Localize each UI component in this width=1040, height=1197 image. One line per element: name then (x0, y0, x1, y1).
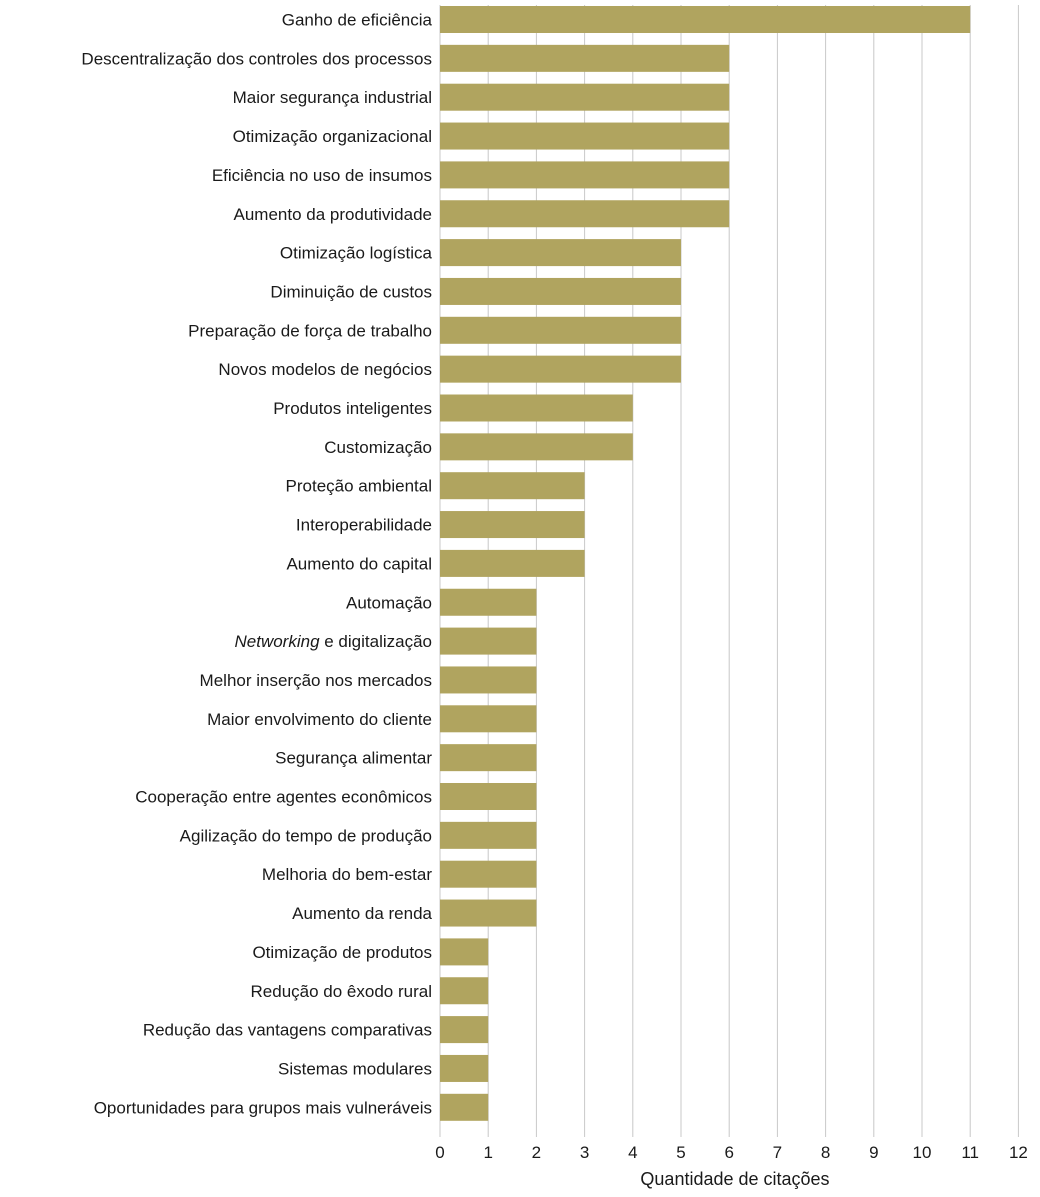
category-label-26: Redução do êxodo rural (251, 982, 432, 1001)
x-tick-label-8: 8 (821, 1143, 830, 1162)
bar-26 (440, 977, 489, 1005)
bar-29 (440, 1093, 489, 1121)
bar-8 (440, 277, 681, 305)
bar-2 (440, 44, 730, 72)
bar-24 (440, 899, 537, 927)
bar-17 (440, 627, 537, 655)
category-label-10: Novos modelos de negócios (218, 360, 432, 379)
bar-5 (440, 161, 730, 189)
bar-10 (440, 355, 681, 383)
x-tick-label-4: 4 (628, 1143, 637, 1162)
category-labels: Ganho de eficiência Descentralização dos … (81, 11, 432, 1118)
bar-14 (440, 511, 585, 539)
x-tick-label-12: 12 (1009, 1143, 1028, 1162)
bar-15 (440, 549, 585, 577)
category-label-18: Melhor inserção nos mercados (200, 671, 432, 690)
x-tick-label-1: 1 (483, 1143, 492, 1162)
bars (440, 6, 971, 1121)
x-tick-label-10: 10 (913, 1143, 932, 1162)
bar-6 (440, 200, 730, 228)
x-tick-label-6: 6 (724, 1143, 733, 1162)
x-tick-label-7: 7 (773, 1143, 782, 1162)
category-label-22: Agilização do tempo de produção (180, 826, 432, 845)
category-label-29: Oportunidades para grupos mais vulneráve… (94, 1098, 432, 1117)
bar-19 (440, 705, 537, 733)
category-label-2: Descentralização dos controles dos proce… (81, 49, 432, 68)
bar-11 (440, 394, 633, 422)
x-tick-label-0: 0 (435, 1143, 444, 1162)
bar-13 (440, 472, 585, 500)
category-label-13: Proteção ambiental (286, 477, 432, 496)
category-label-17: Networking e digitalização (234, 632, 432, 651)
bar-12 (440, 433, 633, 461)
bar-9 (440, 316, 681, 344)
x-tick-label-2: 2 (532, 1143, 541, 1162)
category-label-8: Diminuição de custos (270, 282, 432, 301)
category-label-11: Produtos inteligentes (273, 399, 432, 418)
gridlines (439, 5, 1019, 1137)
category-label-23: Melhoria do bem-estar (262, 865, 432, 884)
category-label-6: Aumento da produtividade (234, 205, 432, 224)
category-label-28: Sistemas modulares (278, 1059, 432, 1078)
category-label-4: Otimização organizacional (233, 127, 432, 146)
category-label-9: Preparação de força de trabalho (188, 321, 432, 340)
category-label-7: Otimização logística (280, 244, 433, 263)
category-label-24: Aumento da renda (292, 904, 432, 923)
x-axis-title: Quantidade de citações (640, 1169, 829, 1189)
category-label-5: Eficiência no uso de insumos (212, 166, 432, 185)
category-label-14: Interoperabilidade (296, 516, 432, 535)
bar-7 (440, 239, 681, 267)
bar-1 (440, 6, 971, 33)
bar-20 (440, 744, 537, 772)
bar-21 (440, 783, 537, 810)
category-label-16: Automação (346, 593, 432, 612)
bar-3 (440, 83, 730, 111)
bar-16 (440, 588, 537, 616)
x-tick-label-5: 5 (676, 1143, 685, 1162)
bar-18 (440, 666, 537, 694)
category-label-1: Ganho de eficiência (282, 11, 433, 30)
bar-22 (440, 821, 537, 849)
x-tick-labels: 0 1 2 3 4 5 6 7 8 9 10 11 12 (435, 1143, 1028, 1162)
bar-4 (440, 122, 730, 150)
category-label-3: Maior segurança industrial (233, 88, 432, 107)
category-label-20: Segurança alimentar (275, 749, 432, 768)
bar-28 (440, 1054, 489, 1082)
x-tick-label-3: 3 (580, 1143, 589, 1162)
bar-23 (440, 860, 537, 888)
category-label-27: Redução das vantagens comparativas (143, 1021, 432, 1040)
category-label-15: Aumento do capital (286, 554, 432, 573)
bar-25 (440, 938, 489, 966)
bar-27 (440, 1016, 489, 1044)
category-label-12: Customização (324, 438, 432, 457)
x-tick-label-11: 11 (961, 1143, 979, 1162)
category-label-21: Cooperação entre agentes econômicos (135, 788, 432, 807)
category-label-25: Otimização de produtos (252, 943, 432, 962)
x-tick-label-9: 9 (869, 1143, 878, 1162)
category-label-19: Maior envolvimento do cliente (207, 710, 432, 729)
